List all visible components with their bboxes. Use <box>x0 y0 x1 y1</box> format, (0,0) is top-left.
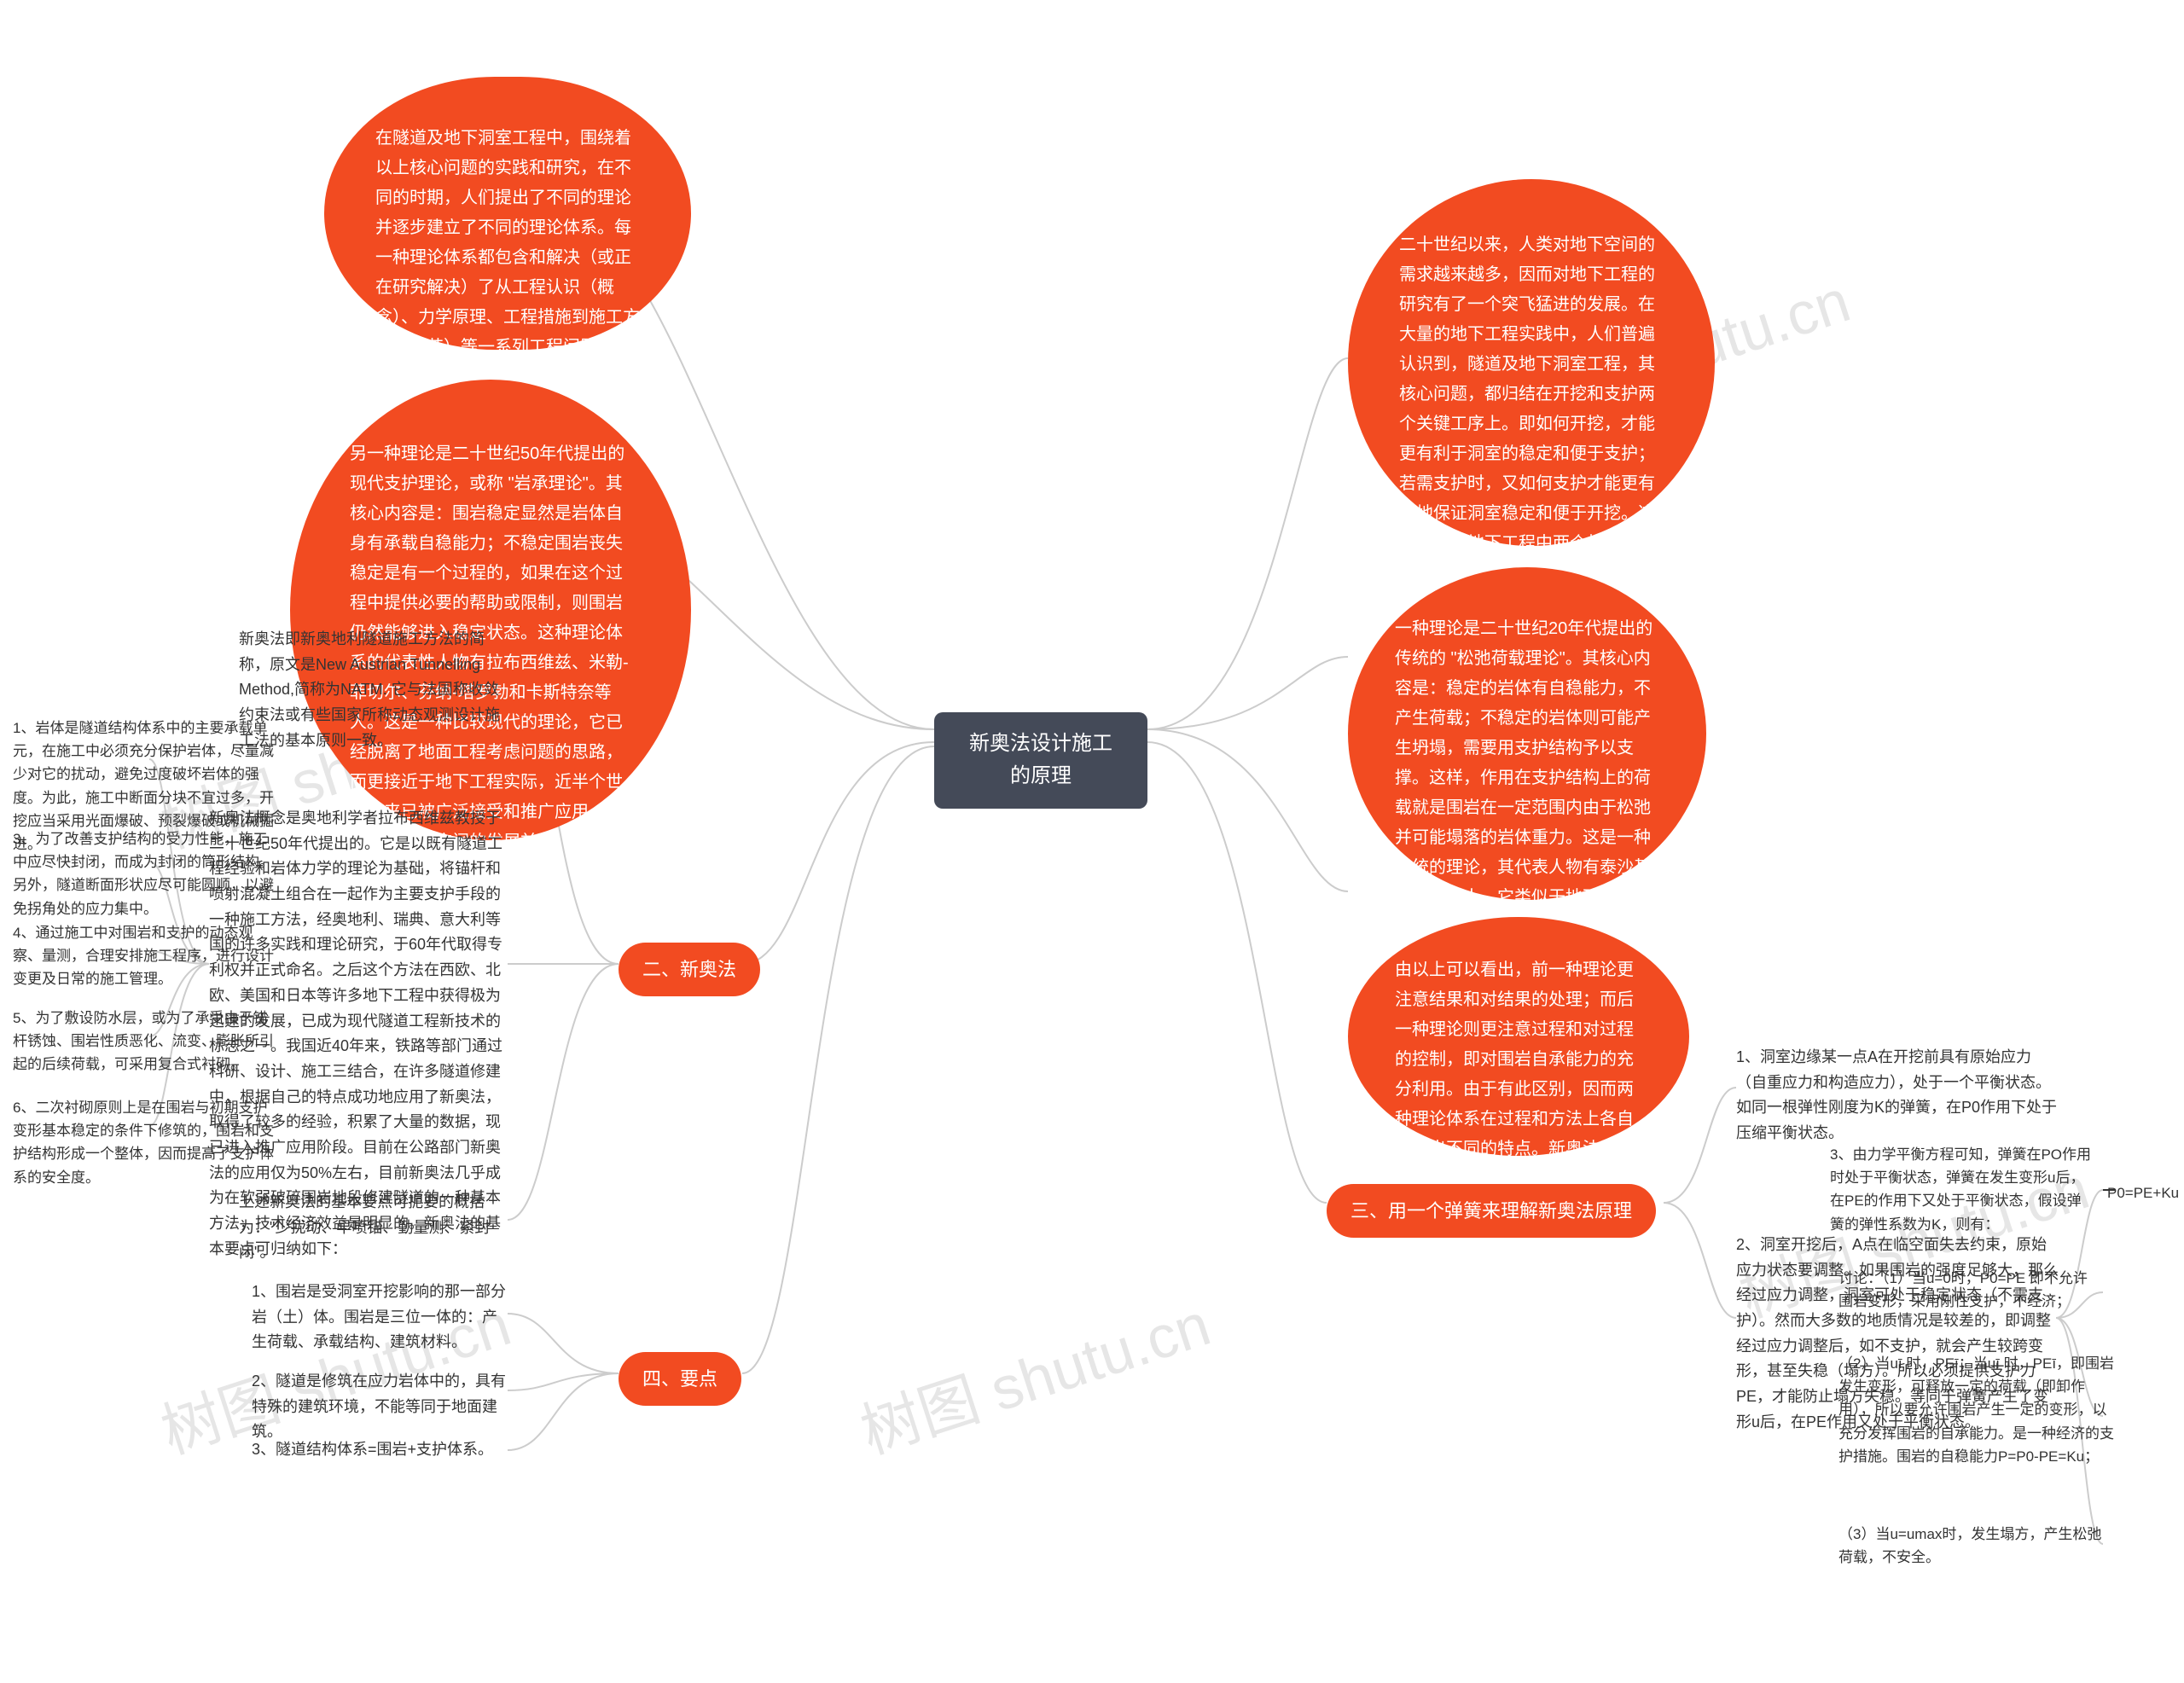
section2-p5: 5、为了敷设防水层，或为了承受由于锚杆锈蚀、围岩性质恶化、流变、膨胀所引起的后续… <box>13 1007 277 1077</box>
section3-p3: 3、由力学平衡方程可知，弹簧在PO作用时处于平衡状态，弹簧在发生变形u后，在PE… <box>1830 1143 2094 1236</box>
bubble-right-2: 一种理论是二十世纪20年代提出的传统的 "松弛荷载理论"。其核心内容是：稳定的岩… <box>1348 567 1706 900</box>
center-node: 新奥法设计施工的原理 <box>934 712 1147 809</box>
bubble-right-3: 由以上可以看出，前一种理论更注意结果和对结果的处理；而后一种理论则更注意过程和对… <box>1348 917 1689 1156</box>
section4-p2: 2、隧道是修筑在应力岩体中的，具有特殊的建筑环境，不能等同于地面建筑。 <box>252 1369 512 1445</box>
section3-eq: P0=PE+Ku <box>2107 1181 2184 1204</box>
section4-p3: 3、隧道结构体系=围岩+支护体系。 <box>252 1437 512 1463</box>
bubble-right-1: 二十世纪以来，人类对地下空间的需求越来越多，因而对地下工程的研究有了一个突飞猛进… <box>1348 179 1715 546</box>
section2-p3: 3、为了改善支护结构的受力性能，施工中应尽快封闭，而成为封闭的筒形结构。另外，隧… <box>13 827 277 920</box>
section2-intro: 新奥法即新奥地利隧道施工方法的简称，原文是New Austrian Tunnel… <box>239 627 512 753</box>
section3-label: 三、用一个弹簧来理解新奥法原理 <box>1327 1184 1656 1238</box>
section2-p4: 4、通过施工中对围岩和支护的动态观察、量测，合理安排施工程序，进行设计变更及日常… <box>13 921 277 991</box>
section2-summary: 上述新奥法的基本要点可扼要的概括为："少扰动、早喷锚、勤量测、紧封闭"。 <box>239 1190 512 1266</box>
section4-p1: 1、围岩是受洞室开挖影响的那一部分岩（土）体。围岩是三位一体的：产生荷载、承载结… <box>252 1280 512 1355</box>
section3-discuss3: （3）当u=umax时，发生塌方，产生松弛荷载，不安全。 <box>1838 1523 2103 1569</box>
watermark: 树图 shutu.cn <box>849 1277 1220 1471</box>
section3-p1: 1、洞室边缘某一点A在开挖前具有原始应力（自重应力和构造应力），处于一个平衡状态… <box>1736 1045 2060 1146</box>
bubble-left-2: 另一种理论是二十世纪50年代提出的现代支护理论，或称 "岩承理论"。其核心内容是… <box>290 380 691 840</box>
bubble-left-1: 在隧道及地下洞室工程中，围绕着以上核心问题的实践和研究，在不同的时期，人们提出了… <box>324 77 691 350</box>
section4-label: 四、要点 <box>619 1352 741 1406</box>
section3-discuss1: 讨论：（1）当u=0时，P0=PE 即不允许围岩变形，采用刚性支护，不经济； <box>1838 1267 2094 1313</box>
section3-discuss2: （2）当uī 时，PEī；当uī 时，PEī，即围岩发生变形，可释放一定的荷载（… <box>1838 1352 2120 1468</box>
section2-p6: 6、二次衬砌原则上是在围岩与初期支护变形基本稳定的条件下修筑的，围岩和支护结构形… <box>13 1096 277 1189</box>
section2-label: 二、新奥法 <box>619 943 760 996</box>
